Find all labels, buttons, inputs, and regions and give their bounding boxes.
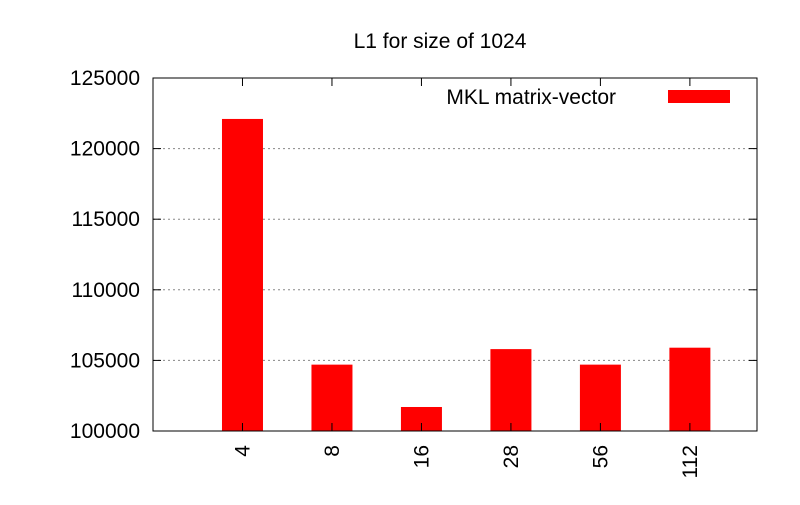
bar-4	[221, 118, 263, 431]
x-tick-label: 112	[679, 445, 702, 478]
chart-title: L1 for size of 1024	[354, 30, 527, 53]
y-tick-label: 115000	[71, 208, 140, 231]
x-tick-label: 28	[500, 445, 523, 468]
x-tick-label: 8	[321, 445, 344, 457]
y-tick-label: 110000	[71, 279, 140, 302]
y-tick-label: 125000	[70, 67, 140, 90]
plot-frame	[152, 77, 758, 432]
bar-56	[579, 364, 621, 431]
axis-ticks	[153, 77, 757, 432]
x-tick-label: 16	[410, 445, 433, 468]
y-tick-label: 100000	[70, 420, 140, 443]
legend-swatch	[668, 90, 730, 103]
bar-112	[669, 347, 711, 431]
x-tick-label: 4	[231, 445, 254, 457]
y-tick-labels: 100000 105000 110000 115000 120000 125000	[70, 67, 140, 443]
y-tick-label: 120000	[70, 138, 140, 161]
x-tick-label: 56	[589, 445, 612, 468]
y-tick-label: 105000	[70, 349, 140, 372]
legend-label: MKL matrix-vector	[446, 86, 616, 109]
bar-28	[490, 349, 532, 431]
bar-8	[311, 364, 353, 431]
legend: MKL matrix-vector	[446, 86, 730, 109]
x-tick-labels: 4 8 16 28 56 112	[231, 445, 701, 479]
bars	[221, 118, 711, 431]
